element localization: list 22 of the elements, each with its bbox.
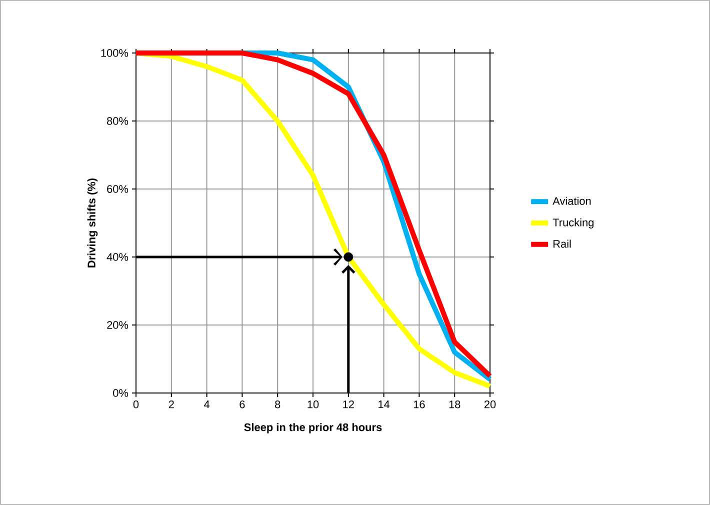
y-tick-label: 80% [107, 117, 128, 125]
y-tick-label: 0% [113, 389, 128, 397]
y-tick-label: 60% [107, 185, 128, 193]
x-tick-label: 6 [240, 400, 245, 408]
x-tick-label: 0 [133, 400, 139, 408]
legend-label: Aviation [552, 196, 591, 205]
x-tick-label: 20 [484, 400, 496, 408]
x-tick-label: 12 [343, 400, 354, 408]
x-axis-title: Sleep in the prior 48 hours [244, 423, 382, 434]
x-tick-label: 10 [308, 400, 319, 408]
x-tick-label: 16 [414, 400, 425, 408]
x-tick-label: 4 [204, 400, 210, 408]
x-tick-label: 14 [378, 400, 390, 408]
legend-label: Rail [554, 240, 571, 248]
y-tick-label: 40% [106, 253, 128, 261]
x-tick-label: 18 [449, 400, 460, 408]
x-tick-label: 2 [168, 400, 174, 408]
x-tick-label: 8 [275, 400, 280, 408]
y-tick-label: 100% [101, 49, 128, 57]
y-axis-title: Driving shifts (%) [87, 178, 98, 268]
y-tick-label: 20% [107, 321, 128, 329]
legend-label: Trucking [552, 218, 594, 228]
